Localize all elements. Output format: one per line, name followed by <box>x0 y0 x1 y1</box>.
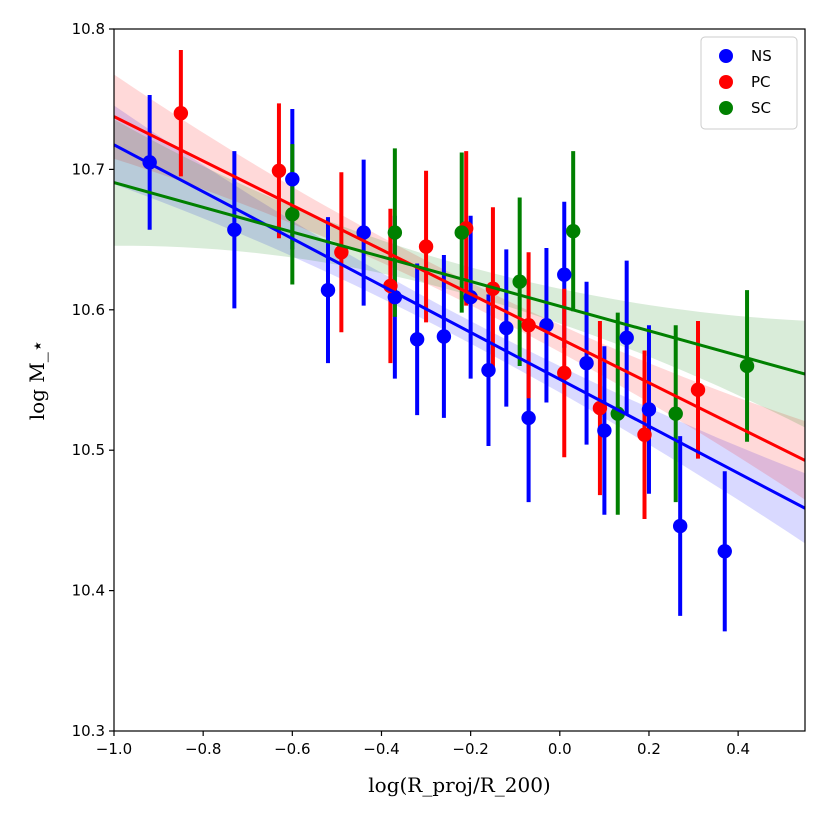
data-point-pc <box>592 400 608 416</box>
data-point-pc <box>637 427 652 442</box>
data-point-ns <box>227 222 242 237</box>
data-point-ns <box>320 282 336 298</box>
data-point-sc <box>565 223 581 239</box>
data-point-pc <box>334 245 349 260</box>
legend-marker-ns <box>719 49 733 63</box>
data-point-ns <box>436 329 452 344</box>
data-point-sc <box>387 225 403 240</box>
plot-frame <box>113 28 806 732</box>
confidence-bands <box>114 74 805 544</box>
data-point-pc <box>418 239 434 254</box>
y-tick-label: 10.6 <box>72 301 105 319</box>
data-point-ns <box>717 544 732 559</box>
legend-marker-pc <box>719 75 733 89</box>
data-point-sc <box>512 274 527 289</box>
y-axis-label: log M_⋆ <box>25 340 49 421</box>
data-point-ns <box>356 225 371 240</box>
fit-line-ns <box>114 143 805 510</box>
x-axis: −1.0 −0.8 −0.6 −0.4 −0.2 0.0 0.2 0.4 <box>96 731 750 758</box>
data-point-ns <box>597 423 612 438</box>
y-tick-label: 10.7 <box>72 160 105 178</box>
x-tick-label: 0.2 <box>637 740 661 758</box>
x-tick-label: −0.2 <box>452 740 488 758</box>
data-point-sc <box>454 225 469 240</box>
confidence-band-ns <box>114 105 805 544</box>
data-point-pc <box>271 163 287 179</box>
data-point-sc <box>285 207 300 222</box>
data-point-pc <box>690 382 706 398</box>
data-point-ns <box>641 402 657 417</box>
confidence-band-sc <box>114 119 805 428</box>
data-point-ns <box>521 410 536 426</box>
y-tick-label: 10.4 <box>72 582 105 600</box>
data-point-ns <box>557 267 572 282</box>
data-point-ns <box>579 355 594 371</box>
x-tick-label: −0.4 <box>363 740 399 758</box>
fit-line-pc <box>114 115 805 462</box>
x-tick-label: −1.0 <box>96 740 132 758</box>
data-point-ns <box>619 330 634 346</box>
legend-label-pc: PC <box>751 73 771 91</box>
data-point-ns <box>409 332 425 347</box>
legend-box <box>700 36 798 130</box>
x-tick-label: −0.8 <box>185 740 221 758</box>
data-point-ns <box>499 320 514 336</box>
y-tick-label: 10.3 <box>72 722 105 740</box>
data-point-ns <box>285 172 300 187</box>
x-tick-label: 0.0 <box>548 740 572 758</box>
data-point-sc <box>739 358 755 374</box>
legend: NS PC SC <box>700 36 798 130</box>
fit-line-sc <box>114 181 805 376</box>
data-point-pc <box>557 365 572 381</box>
data-point-sc <box>668 406 683 421</box>
y-axis: 10.3 10.4 10.5 10.6 10.7 10.8 <box>72 20 114 740</box>
data-point-ns <box>672 518 688 534</box>
y-tick-label: 10.8 <box>72 20 105 38</box>
fit-lines <box>114 115 805 510</box>
y-tick-label: 10.5 <box>72 441 105 459</box>
legend-label-sc: SC <box>751 99 771 117</box>
data-point-pc <box>173 106 189 121</box>
data-point-ns <box>481 362 496 378</box>
legend-marker-sc <box>719 101 733 115</box>
legend-label-ns: NS <box>751 47 772 65</box>
x-tick-label: −0.6 <box>274 740 310 758</box>
x-axis-label: log(R_proj/R_200) <box>368 773 550 797</box>
x-tick-label: 0.4 <box>726 740 750 758</box>
